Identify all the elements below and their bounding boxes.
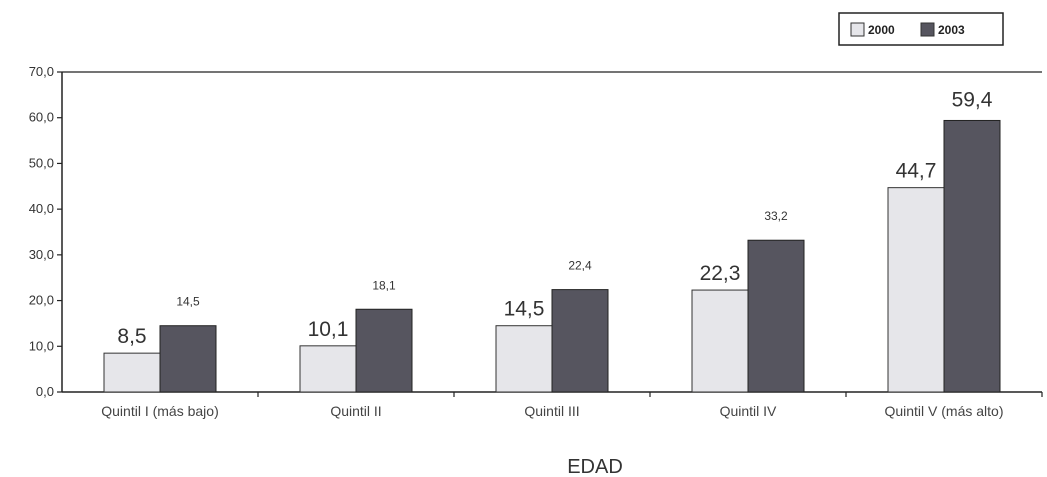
bar-2003 (551, 289, 609, 393)
x-tick-label: Quintil I (más bajo) (101, 403, 218, 419)
data-label-2000: 22,3 (700, 262, 741, 285)
y-tick-label: 20,0 (29, 293, 54, 308)
bar-2003 (943, 119, 1001, 393)
x-tick-label: Quintil II (330, 403, 381, 419)
bars (103, 119, 1001, 393)
bar-2003 (159, 325, 217, 393)
data-label-2003: 59,4 (952, 88, 993, 111)
axes: 0,0 10,0 20,0 30,0 40,0 50,0 60,0 70,0 Quintil I… (29, 64, 1043, 419)
x-tick-label: Quintil III (524, 403, 579, 419)
x-tick-label: Quintil IV (720, 403, 777, 419)
bar-2000 (103, 352, 161, 393)
bar-2000 (691, 289, 749, 393)
data-label-2000: 8,5 (117, 325, 146, 348)
data-label-2003: 33,2 (764, 209, 788, 223)
y-tick-label: 0,0 (36, 384, 54, 399)
data-label-2000: 44,7 (896, 160, 937, 183)
legend-swatch-2000 (850, 22, 865, 37)
bar-2003 (747, 239, 805, 393)
y-tick-label: 70,0 (29, 64, 54, 79)
legend-label-2000: 2000 (868, 23, 895, 37)
y-tick-label: 40,0 (29, 201, 54, 216)
legend-label-2003: 2003 (938, 23, 965, 37)
data-labels: 8,5 14,5 10,1 18,1 14,5 22,4 22,3 33,2 44,7 59,4 (117, 88, 992, 348)
y-tick-label: 50,0 (29, 155, 54, 170)
y-tick-label: 10,0 (29, 338, 54, 353)
bar-2000 (299, 345, 357, 393)
data-label-2003: 14,5 (176, 295, 200, 309)
bar-2003 (355, 308, 413, 393)
y-tick-label: 30,0 (29, 247, 54, 262)
legend-swatch-2003 (920, 22, 935, 37)
bar-2000 (887, 187, 945, 393)
data-label-2000: 10,1 (308, 318, 349, 341)
y-tick-label: 60,0 (29, 110, 54, 125)
data-label-2003: 18,1 (372, 278, 396, 292)
x-tick-label: Quintil V (más alto) (884, 403, 1003, 419)
x-axis-title: EDAD (567, 456, 623, 477)
bar-2000 (495, 325, 553, 393)
data-label-2003: 22,4 (568, 259, 592, 273)
data-label-2000: 14,5 (504, 298, 545, 321)
legend: 2000 2003 (838, 12, 1004, 46)
